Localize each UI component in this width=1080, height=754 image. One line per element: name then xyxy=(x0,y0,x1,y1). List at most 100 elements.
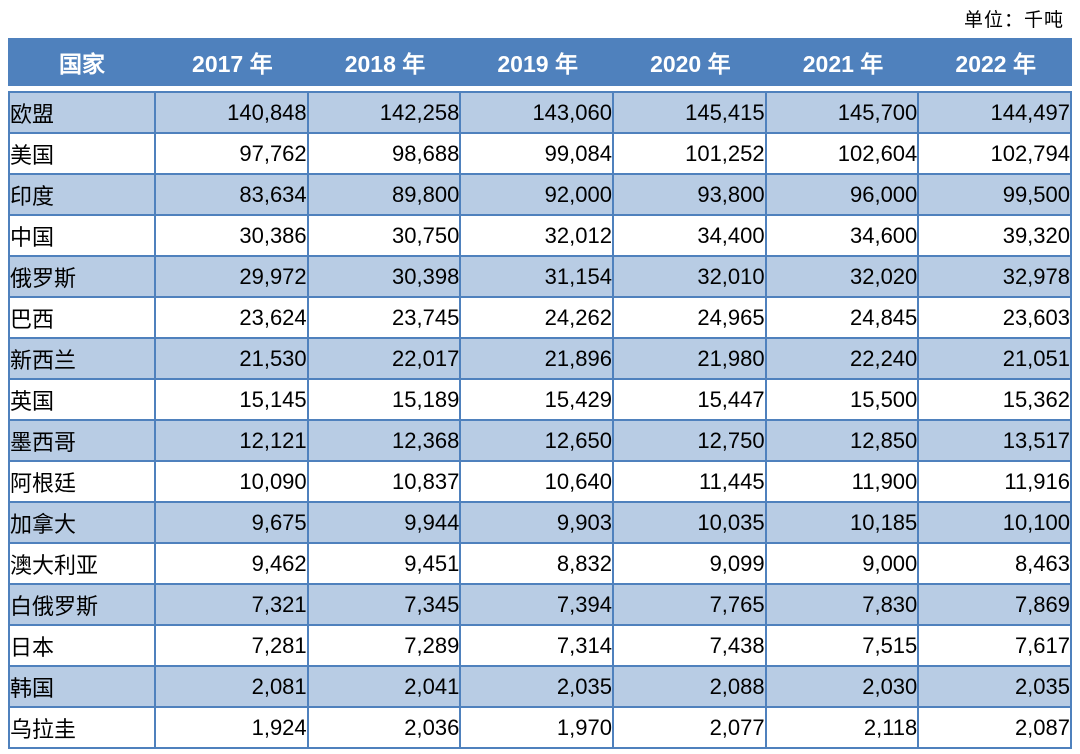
value-cell: 15,429 xyxy=(459,378,614,421)
value-cell: 23,603 xyxy=(917,296,1072,339)
value-cell: 23,624 xyxy=(154,296,309,339)
value-cell: 12,650 xyxy=(459,419,614,462)
table-row: 白俄罗斯 7,321 7,345 7,394 7,765 7,830 7,869 xyxy=(8,583,1072,626)
value-cell: 32,978 xyxy=(917,255,1072,298)
country-cell: 中国 xyxy=(8,214,156,257)
value-cell: 2,077 xyxy=(611,706,767,749)
value-cell: 21,530 xyxy=(154,337,309,380)
value-cell: 30,750 xyxy=(306,214,462,257)
column-header-year: 2022 年 xyxy=(955,51,1036,77)
value-cell: 8,832 xyxy=(459,542,614,585)
value-cell: 144,497 xyxy=(917,91,1072,134)
country-cell: 墨西哥 xyxy=(8,419,156,462)
country-cell: 新西兰 xyxy=(8,337,156,380)
value-cell: 93,800 xyxy=(611,173,767,216)
country-cell: 韩国 xyxy=(8,665,156,708)
unit-label: 单位：千吨 xyxy=(963,9,1064,31)
value-cell: 32,010 xyxy=(611,255,767,298)
value-cell: 2,087 xyxy=(917,706,1072,749)
value-cell: 15,145 xyxy=(154,378,309,421)
country-cell: 乌拉圭 xyxy=(8,706,156,749)
value-cell: 7,281 xyxy=(154,624,309,667)
value-cell: 2,035 xyxy=(917,665,1072,708)
value-cell: 15,447 xyxy=(611,378,767,421)
table-row: 俄罗斯 29,972 30,398 31,154 32,010 32,020 32,978 xyxy=(8,255,1072,298)
value-cell: 22,240 xyxy=(764,337,920,380)
value-cell: 12,850 xyxy=(764,419,920,462)
table-row: 中国 30,386 30,750 32,012 34,400 34,600 39,320 xyxy=(8,214,1072,257)
country-cell: 日本 xyxy=(8,624,156,667)
value-cell: 24,845 xyxy=(764,296,920,339)
value-cell: 12,121 xyxy=(154,419,309,462)
country-cell: 澳大利亚 xyxy=(8,542,156,585)
column-header-year: 2017 年 xyxy=(192,51,273,77)
value-cell: 145,700 xyxy=(764,91,920,134)
value-cell: 83,634 xyxy=(154,173,309,216)
value-cell: 145,415 xyxy=(611,91,767,134)
table-row: 美国 97,762 98,688 99,084 101,252 102,604 102,79… xyxy=(8,132,1072,175)
value-cell: 9,944 xyxy=(306,501,462,544)
value-cell: 21,896 xyxy=(459,337,614,380)
value-cell: 7,394 xyxy=(459,583,614,626)
value-cell: 7,345 xyxy=(306,583,462,626)
country-cell: 欧盟 xyxy=(8,91,156,134)
value-cell: 2,041 xyxy=(306,665,462,708)
value-cell: 8,463 xyxy=(917,542,1072,585)
value-cell: 15,189 xyxy=(306,378,462,421)
column-header-year: 2018 年 xyxy=(344,51,426,77)
value-cell: 32,020 xyxy=(764,255,920,298)
column-header-country: 国家 xyxy=(59,51,105,77)
value-cell: 10,185 xyxy=(764,501,920,544)
value-cell: 10,100 xyxy=(917,501,1072,544)
value-cell: 1,924 xyxy=(154,706,309,749)
country-cell: 英国 xyxy=(8,378,156,421)
table-body: 欧盟 140,848 142,258 143,060 145,415 145,700 144… xyxy=(8,91,1072,749)
table-row: 英国 15,145 15,189 15,429 15,447 15,500 15,362 xyxy=(8,378,1072,421)
country-cell: 美国 xyxy=(8,132,156,175)
table-row: 澳大利亚 9,462 9,451 8,832 9,099 9,000 8,463 xyxy=(8,542,1072,585)
country-cell: 加拿大 xyxy=(8,501,156,544)
country-cell: 白俄罗斯 xyxy=(8,583,156,626)
value-cell: 12,368 xyxy=(306,419,462,462)
table-row: 欧盟 140,848 142,258 143,060 145,415 145,700 144… xyxy=(8,91,1072,134)
table-row: 墨西哥 12,121 12,368 12,650 12,750 12,850 13,517 xyxy=(8,419,1072,462)
table-row: 巴西 23,624 23,745 24,262 24,965 24,845 23,603 xyxy=(8,296,1072,339)
value-cell: 2,088 xyxy=(611,665,767,708)
value-cell: 10,837 xyxy=(306,460,462,503)
value-cell: 24,965 xyxy=(611,296,767,339)
table-row: 韩国 2,081 2,041 2,035 2,088 2,030 2,035 xyxy=(8,665,1072,708)
value-cell: 142,258 xyxy=(306,91,462,134)
value-cell: 7,765 xyxy=(611,583,767,626)
value-cell: 89,800 xyxy=(306,173,462,216)
table-row: 印度 83,634 89,800 92,000 93,800 96,000 99,500 xyxy=(8,173,1072,216)
value-cell: 21,051 xyxy=(917,337,1072,380)
country-cell: 阿根廷 xyxy=(8,460,156,503)
value-cell: 11,916 xyxy=(917,460,1072,503)
value-cell: 15,500 xyxy=(764,378,920,421)
value-cell: 97,762 xyxy=(154,132,309,175)
value-cell: 9,099 xyxy=(611,542,767,585)
value-cell: 11,900 xyxy=(764,460,920,503)
value-cell: 99,084 xyxy=(459,132,614,175)
table-row: 日本 7,281 7,289 7,314 7,438 7,515 7,617 xyxy=(8,624,1072,667)
country-cell: 俄罗斯 xyxy=(8,255,156,298)
value-cell: 9,462 xyxy=(154,542,309,585)
value-cell: 2,036 xyxy=(306,706,462,749)
value-cell: 13,517 xyxy=(917,419,1072,462)
value-cell: 9,451 xyxy=(306,542,462,585)
value-cell: 11,445 xyxy=(611,460,767,503)
value-cell: 31,154 xyxy=(459,255,614,298)
value-cell: 22,017 xyxy=(306,337,462,380)
country-cell: 印度 xyxy=(8,173,156,216)
table-header-row: 国家 2017 年 2018 年 2019 年 2020 年 2021 年 2022 年 xyxy=(8,38,1072,86)
value-cell: 29,972 xyxy=(154,255,309,298)
value-cell: 102,604 xyxy=(764,132,920,175)
value-cell: 102,794 xyxy=(917,132,1072,175)
value-cell: 10,090 xyxy=(154,460,309,503)
value-cell: 9,675 xyxy=(154,501,309,544)
table-row: 乌拉圭 1,924 2,036 1,970 2,077 2,118 2,087 xyxy=(8,706,1072,749)
production-table: 国家 2017 年 2018 年 2019 年 2020 年 2021 年 2022 年 欧… xyxy=(8,38,1072,749)
value-cell: 140,848 xyxy=(154,91,309,134)
value-cell: 32,012 xyxy=(459,214,614,257)
table-row: 加拿大 9,675 9,944 9,903 10,035 10,185 10,100 xyxy=(8,501,1072,544)
